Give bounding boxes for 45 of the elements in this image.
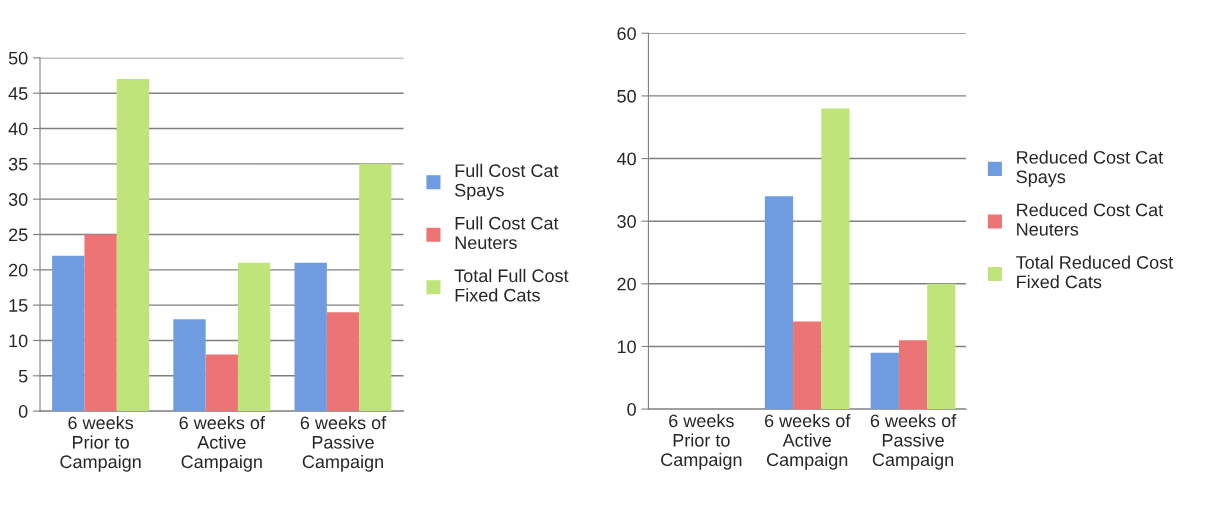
y-tick-label: 30 [617, 215, 636, 228]
x-tick-label: 6 weeks Prior to Campaign [661, 413, 742, 470]
y-tick-label: 20 [9, 263, 28, 277]
y-tick-label: 10 [9, 334, 28, 348]
legend-label: Total Reduced Cost Fixed Cats [1016, 255, 1174, 289]
y-tick-label: 50 [8, 51, 28, 65]
bar [359, 163, 392, 412]
bar [237, 262, 271, 412]
y-tick-label: 0 [627, 403, 636, 416]
legend-label: Total Full Cost Fixed Cats [454, 268, 569, 302]
bar [927, 283, 956, 410]
bar [793, 321, 822, 410]
bar [870, 352, 899, 410]
bar [52, 255, 85, 412]
x-tick-label: 6 weeks of Passive Campaign [870, 413, 957, 470]
y-tick-label: 40 [616, 152, 636, 166]
bar [173, 319, 206, 412]
legend-label: Full Cost Cat Spays [455, 163, 559, 201]
bar [205, 354, 238, 412]
y-tick-label: 20 [617, 277, 636, 291]
x-tick-label: 6 weeks of Passive Campaign [300, 416, 387, 472]
legend-label: Reduced Cost Cat Neuters [1017, 203, 1164, 236]
y-tick-label: 50 [617, 89, 636, 103]
y-tick-label: 45 [8, 87, 28, 100]
y-tick-label: 0 [18, 405, 28, 418]
bar [821, 108, 850, 410]
y-tick-label: 30 [8, 193, 28, 206]
x-tick-label: 6 weeks of Active Campaign [764, 413, 851, 470]
y-tick-label: 35 [8, 157, 28, 171]
bar [898, 340, 928, 410]
legend-label: Full Cost Cat Neuters [455, 216, 559, 250]
bar [294, 262, 327, 412]
y-tick-label: 10 [617, 340, 636, 354]
y-tick-label: 60 [617, 27, 636, 40]
y-tick-label: 5 [18, 369, 28, 383]
y-tick-label: 25 [9, 228, 28, 242]
x-tick-label: 6 weeks Prior to Campaign [60, 416, 141, 472]
bar [116, 79, 150, 412]
bar [326, 312, 360, 412]
legend-label: Reduced Cost Cat Spays [1016, 150, 1164, 187]
bar [84, 234, 117, 412]
y-tick-label: 40 [8, 122, 28, 136]
x-tick-label: 6 weeks of Active Campaign [179, 416, 265, 472]
bar [764, 196, 794, 410]
y-tick-label: 15 [9, 299, 28, 312]
